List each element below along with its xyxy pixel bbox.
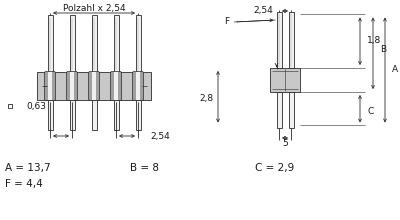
Bar	[114, 15, 118, 72]
Text: 2,54: 2,54	[253, 7, 273, 15]
Bar	[92, 15, 96, 72]
Bar	[276, 12, 282, 68]
Text: F: F	[224, 18, 229, 26]
Bar	[114, 100, 118, 130]
Text: 2,8: 2,8	[199, 94, 213, 103]
FancyBboxPatch shape	[132, 72, 144, 101]
Text: 5: 5	[282, 139, 288, 148]
Bar	[8, 104, 12, 108]
Bar	[270, 68, 300, 92]
Bar	[92, 100, 96, 130]
Bar	[288, 12, 294, 68]
Bar	[37, 72, 151, 100]
Bar	[70, 15, 74, 72]
Text: B = 8: B = 8	[130, 163, 159, 173]
Bar	[48, 72, 52, 100]
Bar	[92, 72, 96, 100]
Bar	[48, 100, 52, 130]
Text: 0,63: 0,63	[26, 101, 46, 110]
Text: Polzahl x 2,54: Polzahl x 2,54	[63, 4, 125, 13]
Bar	[136, 72, 140, 100]
Text: B: B	[380, 44, 386, 53]
FancyBboxPatch shape	[88, 72, 100, 101]
Text: C = 2,9: C = 2,9	[255, 163, 294, 173]
Text: F = 4,4: F = 4,4	[5, 179, 43, 189]
Text: A: A	[392, 66, 398, 75]
Text: A = 13,7: A = 13,7	[5, 163, 51, 173]
FancyBboxPatch shape	[44, 72, 56, 101]
Bar	[70, 72, 74, 100]
Text: 1,8: 1,8	[367, 35, 381, 44]
Bar	[70, 100, 74, 130]
FancyBboxPatch shape	[110, 72, 122, 101]
Bar	[136, 15, 140, 72]
Bar	[48, 15, 52, 72]
Bar	[288, 92, 294, 128]
Text: C: C	[367, 108, 373, 117]
FancyBboxPatch shape	[66, 72, 78, 101]
Bar	[114, 72, 118, 100]
Bar	[136, 100, 140, 130]
Bar	[276, 92, 282, 128]
Text: 2,54: 2,54	[150, 132, 170, 141]
